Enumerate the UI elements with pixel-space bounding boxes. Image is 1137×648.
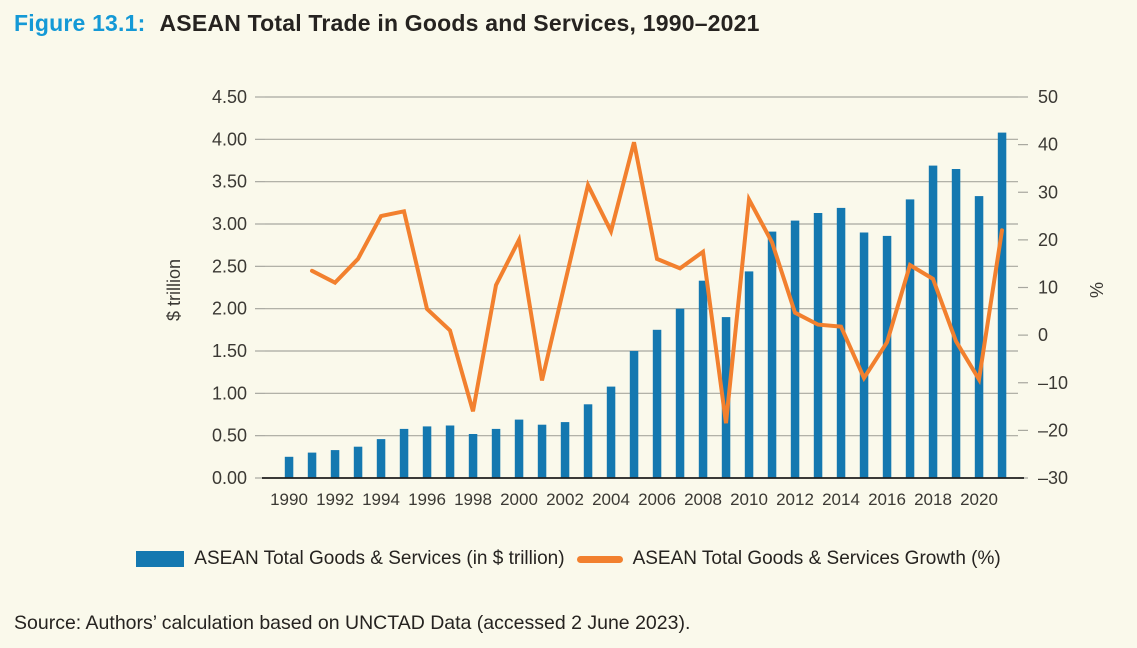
bar-1995 — [399, 428, 409, 478]
bar-series — [284, 132, 1007, 478]
bar-1999 — [491, 428, 501, 478]
x-axis-tick: 2020 — [960, 490, 998, 509]
x-axis-tick: 2006 — [638, 490, 676, 509]
x-axis-tick: 2014 — [822, 490, 860, 509]
left-axis-tick: 3.50 — [212, 172, 247, 192]
bar-1991 — [307, 452, 317, 478]
bar-2021 — [997, 132, 1007, 478]
figure-title-text: ASEAN Total Trade in Goods and Services,… — [159, 10, 760, 36]
bar-2010 — [744, 271, 754, 478]
left-axis-tick: 4.00 — [212, 129, 247, 149]
x-axis-tick: 2010 — [730, 490, 768, 509]
left-axis-tick: 0.50 — [212, 426, 247, 446]
left-axis-tick: 1.50 — [212, 341, 247, 361]
line-swatch-icon — [576, 555, 623, 563]
bar-1996 — [422, 426, 432, 478]
x-axis-tick: 1994 — [362, 490, 400, 509]
x-axis-tick: 2012 — [776, 490, 814, 509]
x-axis-labels: 1990 1992 1994 1996 1998 2000 2002 2004 2006 2008… — [270, 490, 998, 509]
right-axis-tick: –10 — [1038, 373, 1068, 393]
bar-2009 — [721, 317, 731, 478]
bar-1993 — [353, 446, 363, 478]
bar-2011 — [767, 231, 777, 478]
bar-2017 — [905, 199, 915, 478]
right-axis-tick: 10 — [1038, 278, 1058, 298]
left-axis-tick: 2.00 — [212, 299, 247, 319]
bar-2018 — [928, 165, 938, 478]
bar-2006 — [652, 329, 662, 478]
legend-label-line: ASEAN Total Goods & Services Growth (%) — [632, 548, 1001, 569]
left-axis-tick: 1.00 — [212, 383, 247, 403]
bar-2014 — [836, 207, 846, 478]
bar-2003 — [583, 404, 593, 478]
bar-2020 — [974, 196, 984, 478]
x-axis-tick: 2016 — [868, 490, 906, 509]
bar-2012 — [790, 220, 800, 478]
legend-item-line: ASEAN Total Goods & Services Growth (%) — [576, 548, 1001, 570]
trade-growth-chart: 0.00 0.50 1.00 1.50 2.00 2.50 3.00 3.50 4.00 4.50… — [164, 87, 1107, 509]
bar-1992 — [330, 450, 340, 478]
right-axis-tick: 0 — [1038, 325, 1048, 345]
x-axis-tick: 2002 — [546, 490, 584, 509]
x-axis-tick: 2004 — [592, 490, 630, 509]
right-axis-tick: 30 — [1038, 182, 1058, 202]
left-axis: 0.00 0.50 1.00 1.50 2.00 2.50 3.00 3.50 4.00 4.50… — [164, 87, 265, 488]
x-axis-tick: 1992 — [316, 490, 354, 509]
left-axis-tick: 3.00 — [212, 214, 247, 234]
bar-2015 — [859, 232, 869, 478]
chart-legend: ASEAN Total Goods & Services (in $ trill… — [0, 548, 1137, 570]
right-axis-tick: –30 — [1038, 468, 1068, 488]
bar-2001 — [537, 424, 547, 478]
bar-2007 — [675, 308, 685, 478]
right-axis-title: % — [1087, 282, 1107, 298]
right-axis-tick: –20 — [1038, 420, 1068, 440]
source-note: Source: Authors’ calculation based on UN… — [14, 612, 691, 634]
bar-1990 — [284, 456, 294, 478]
bar-2008 — [698, 280, 708, 478]
bar-1997 — [445, 425, 455, 478]
bar-2004 — [606, 386, 616, 478]
right-axis-tick: 50 — [1038, 87, 1058, 107]
right-axis-tick: 20 — [1038, 230, 1058, 250]
bar-swatch-icon — [136, 551, 185, 567]
right-axis-tick: 40 — [1038, 135, 1058, 155]
x-axis-tick: 2008 — [684, 490, 722, 509]
legend-item-bars: ASEAN Total Goods & Services (in $ trill… — [136, 548, 565, 570]
bar-1994 — [376, 439, 386, 478]
x-axis-tick: 1998 — [454, 490, 492, 509]
bar-2019 — [951, 169, 961, 478]
legend-label-bars: ASEAN Total Goods & Services (in $ trill… — [194, 548, 565, 569]
x-axis-tick: 1996 — [408, 490, 446, 509]
figure-title: Figure 13.1: ASEAN Total Trade in Goods a… — [14, 10, 760, 37]
figure-number-label: Figure 13.1: — [14, 10, 146, 36]
x-axis-tick: 1990 — [270, 490, 308, 509]
left-axis-title: $ trillion — [164, 259, 184, 321]
x-axis-tick: 2000 — [500, 490, 538, 509]
growth-line — [310, 141, 1004, 424]
gridlines — [265, 96, 1018, 437]
x-axis-tick: 2018 — [914, 490, 952, 509]
right-axis: –30 –20 –10 0 10 20 30 40 50% — [1018, 87, 1107, 488]
left-axis-tick: 4.50 — [212, 87, 247, 107]
bar-1998 — [468, 434, 478, 478]
bar-2005 — [629, 351, 639, 478]
bar-2002 — [560, 422, 570, 478]
left-axis-tick: 0.00 — [212, 468, 247, 488]
bar-2016 — [882, 235, 892, 478]
bar-2013 — [813, 213, 823, 478]
bar-2000 — [514, 419, 524, 478]
left-axis-tick: 2.50 — [212, 256, 247, 276]
